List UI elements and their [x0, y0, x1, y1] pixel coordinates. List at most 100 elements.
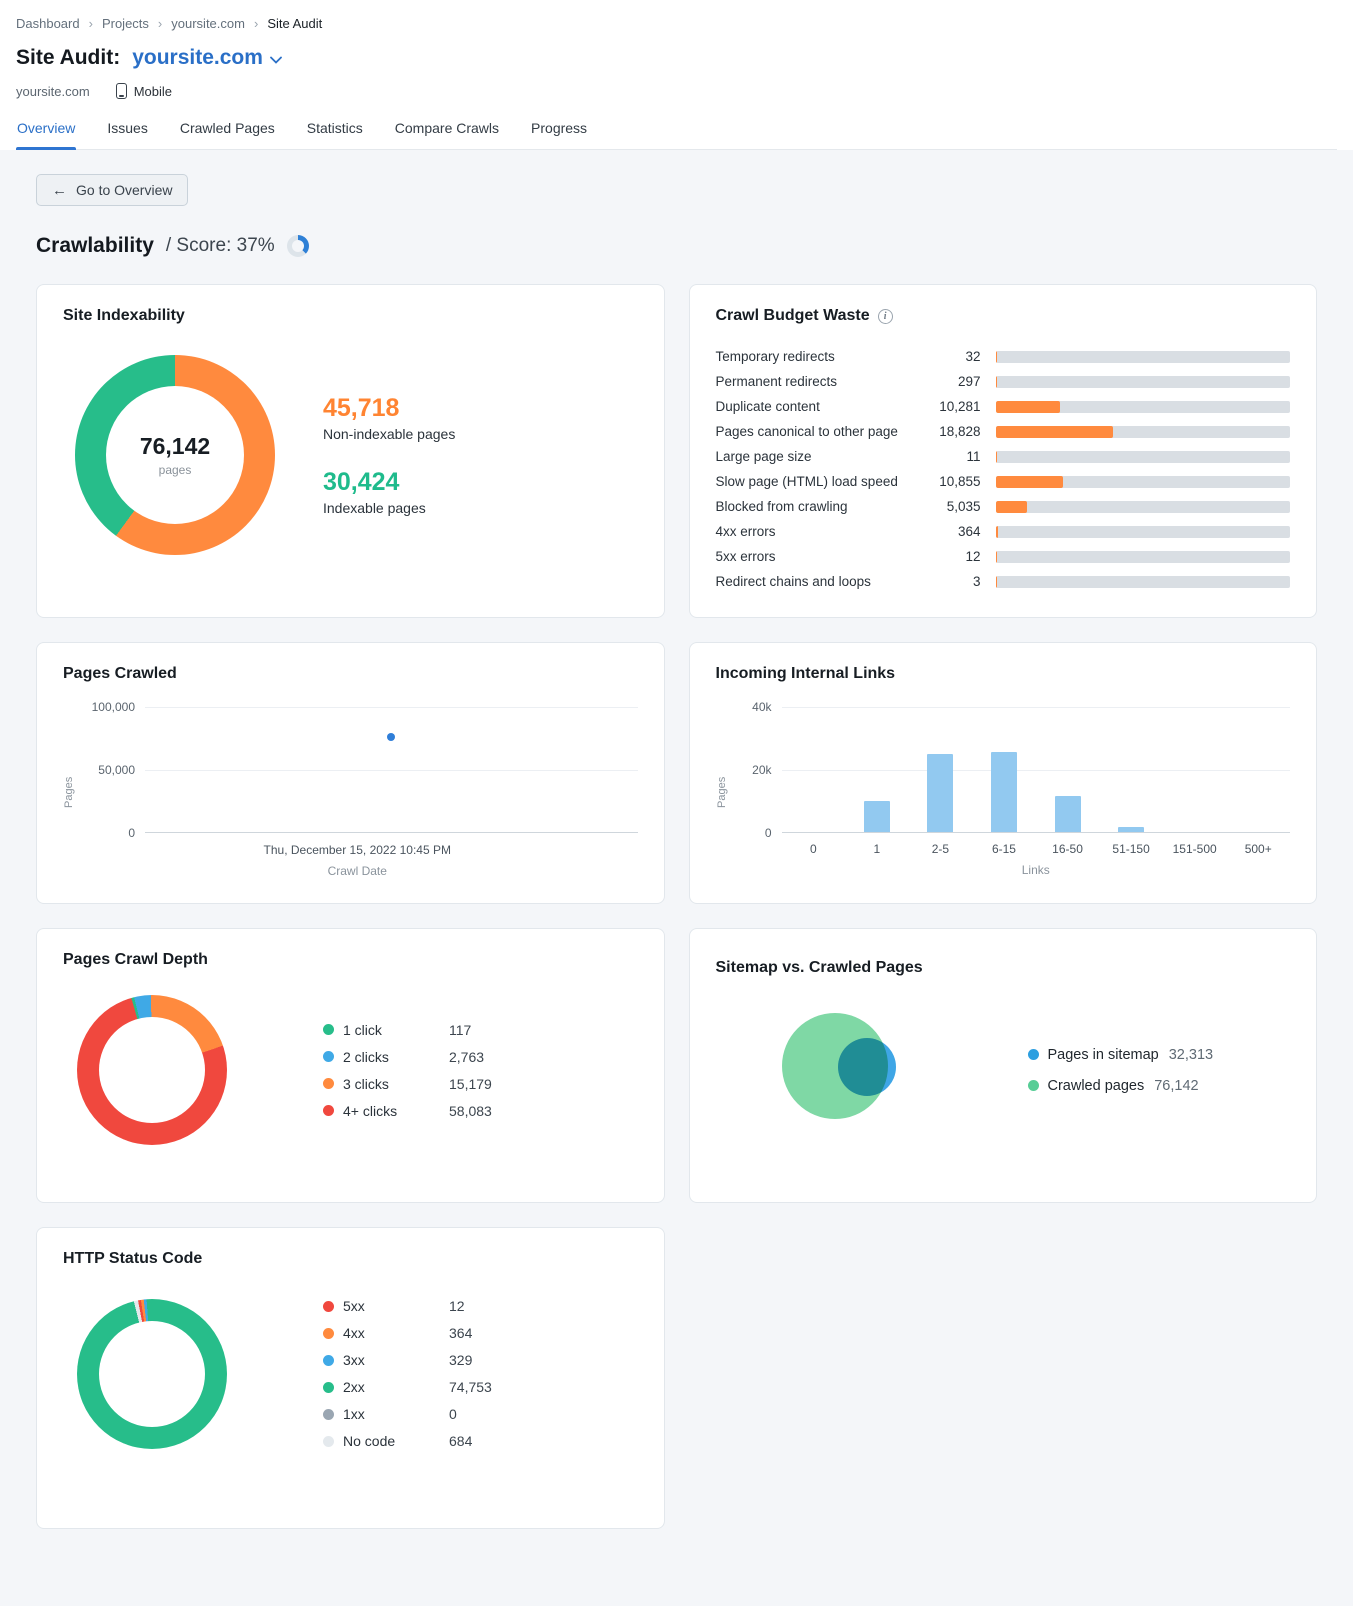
page-main-title: Site Audit: [16, 46, 121, 69]
cards-grid: Site Indexability 76,142 pages 45,718 No… [36, 284, 1317, 1529]
y-tick: 0 [764, 826, 772, 840]
links-bar-slot [909, 707, 973, 832]
x-tick: 151-500 [1172, 842, 1217, 856]
y-tick: 40k [752, 700, 772, 714]
site-indexability-donut: 76,142 pages [75, 355, 275, 555]
card-sitemap-vs-crawled: Sitemap vs. Crawled Pages Pages in sitem… [688, 928, 1317, 1203]
links-bar-slot [1226, 707, 1290, 832]
crawl-budget-bar-track [995, 450, 1290, 463]
content-area: ← Go to Overview Crawlability / Score: 3… [0, 150, 1353, 1606]
links-bars [782, 707, 1291, 832]
y-tick: 20k [752, 763, 772, 777]
crawl-budget-row-label: Permanent redirects [715, 373, 838, 389]
http-status-body: 5xx 12 4xx 364 3xx 329 2xx 74,753 1xx 0 No code 684 [63, 1298, 638, 1449]
http-status-legend-row: 2xx 74,753 [323, 1379, 492, 1395]
http-status-dot-icon [323, 1354, 334, 1366]
breadcrumb-separator: › [88, 16, 93, 31]
score-label: / Score: 37% [165, 235, 275, 256]
crawl-budget-bar-track [995, 525, 1290, 538]
crawl-budget-bar-fill [995, 450, 998, 463]
http-status-legend-label: 5xx [343, 1298, 365, 1314]
crawl-depth-dot-icon [323, 1051, 334, 1062]
crawl-depth-legend: 1 click 117 2 clicks 2,763 3 clicks 15,179 4+ … [323, 1022, 492, 1119]
venn-body: Pages in sitemap 32,313 Crawled pages 76… [716, 995, 1291, 1145]
crawl-budget-row-label: Duplicate content [715, 398, 820, 414]
crawl-budget-bar-track [995, 575, 1290, 588]
crawl-budget-row-value: 10,281 [939, 399, 981, 414]
breadcrumb-dashboard[interactable]: Dashboard [16, 16, 80, 31]
card-pages-crawled: Pages Crawled Pages 100,000 50,000 0 [36, 642, 665, 904]
breadcrumb-site-audit: Site Audit [267, 16, 323, 31]
crawl-budget-row-label: Pages canonical to other page [715, 423, 898, 439]
crawl-budget-bar-fill [995, 500, 1027, 513]
crawl-depth-legend-row: 1 click 117 [323, 1022, 492, 1038]
card-incoming-internal-links: Incoming Internal Links Pages 40k 20k 0 [688, 642, 1317, 904]
crawlability-heading: Crawlability / Score: 37% [36, 234, 1317, 258]
tab-issues[interactable]: Issues [107, 120, 148, 136]
domain-label: yoursite.com [16, 83, 90, 99]
site-indexability-center: 76,142 pages [106, 386, 244, 524]
non-indexable-label: Non-indexable pages [323, 426, 456, 442]
breadcrumb-project-domain[interactable]: yoursite.com [171, 16, 245, 31]
crawl-budget-row: Permanent redirects 297 [715, 370, 1290, 393]
http-status-legend-label: 3xx [343, 1352, 365, 1368]
tab-statistics[interactable]: Statistics [306, 120, 363, 136]
crawl-budget-row: 5xx errors 12 [716, 545, 1290, 568]
venn-legend: Pages in sitemap 32,313 Crawled pages 76… [1027, 1046, 1214, 1094]
links-bar [1054, 796, 1081, 832]
crawled-legend-value: 76,142 [1154, 1077, 1199, 1094]
x-tick: 6-15 [991, 842, 1016, 856]
links-bar [1118, 827, 1145, 832]
breadcrumb-projects[interactable]: Projects [101, 16, 149, 31]
links-bar-slot [1099, 707, 1163, 832]
http-status-dot-icon [323, 1300, 334, 1312]
crawl-depth-legend-row: 2 clicks 2,763 [323, 1049, 492, 1065]
pages-crawled-plot-row: 100,000 50,000 0 [77, 700, 638, 840]
crawl-budget-bar-fill [995, 375, 998, 388]
tab-overview[interactable]: Overview [16, 118, 77, 150]
venn-sitemap-circle [837, 1038, 896, 1096]
pages-crawled-title: Pages Crawled [63, 665, 177, 682]
crawl-depth-legend-value: 117 [449, 1021, 472, 1038]
venn-diagram [758, 995, 998, 1145]
http-status-legend: 5xx 12 4xx 364 3xx 329 2xx 74,753 1xx 0 No code 684 [323, 1298, 492, 1449]
crawl-budget-row-value: 297 [957, 374, 981, 389]
http-status-legend-label: 2xx [343, 1379, 365, 1395]
tab-progress[interactable]: Progress [531, 120, 588, 136]
go-to-overview-button[interactable]: ← Go to Overview [36, 174, 189, 206]
gridline [781, 707, 1290, 708]
total-pages-label: pages [158, 463, 192, 477]
http-status-legend-value: 684 [449, 1433, 473, 1449]
http-status-legend-value: 364 [449, 1325, 473, 1341]
crawled-legend-row: Crawled pages 76,142 [1027, 1077, 1214, 1094]
chevron-down-icon [270, 56, 282, 64]
project-selector[interactable]: yoursite.com [132, 46, 282, 70]
non-indexable-value: 45,718 [323, 394, 400, 422]
card-crawl-budget-waste: Crawl Budget Waste i Temporary redirects… [688, 284, 1317, 618]
breadcrumb-separator: › [157, 16, 163, 31]
links-bar-slot [1163, 707, 1227, 832]
crawl-budget-row-label: Blocked from crawling [715, 498, 848, 514]
links-bar-slot [1036, 707, 1100, 832]
x-tick: 2-5 [931, 842, 950, 856]
sitemap-legend-value: 32,313 [1168, 1046, 1214, 1063]
crawl-budget-bar-fill [995, 425, 1114, 438]
incoming-links-plot-col: 40k 20k 0 0 1 2-5 6-15 16-50 51-150 151-500 500… [730, 700, 1291, 877]
back-arrow-icon: ← [52, 181, 67, 199]
crawl-budget-bar-track [995, 375, 1290, 388]
crawl-budget-bar-fill [995, 575, 998, 588]
crawl-budget-row: Redirect chains and loops 3 [716, 570, 1290, 593]
sitemap-dot-icon [1027, 1049, 1039, 1060]
site-indexability-stats: 45,718 Non-indexable pages 30,424 Indexa… [323, 394, 455, 516]
tab-compare-crawls[interactable]: Compare Crawls [394, 120, 500, 136]
crawled-dot-icon [1027, 1080, 1039, 1091]
info-icon[interactable]: i [877, 308, 893, 324]
crawl-budget-row-value: 10,855 [939, 474, 981, 489]
links-ticks: 0 1 2-5 6-15 16-50 51-150 151-500 500+ [782, 842, 1291, 856]
pages-crawled-plot-col: 100,000 50,000 0 Thu, December 15, 2022 … [77, 700, 638, 878]
crawl-budget-row-value: 11 [966, 449, 981, 464]
crawl-budget-row-value: 3 [972, 574, 981, 589]
crawl-budget-row-value: 364 [957, 524, 981, 539]
tab-crawled-pages[interactable]: Crawled Pages [179, 120, 275, 136]
